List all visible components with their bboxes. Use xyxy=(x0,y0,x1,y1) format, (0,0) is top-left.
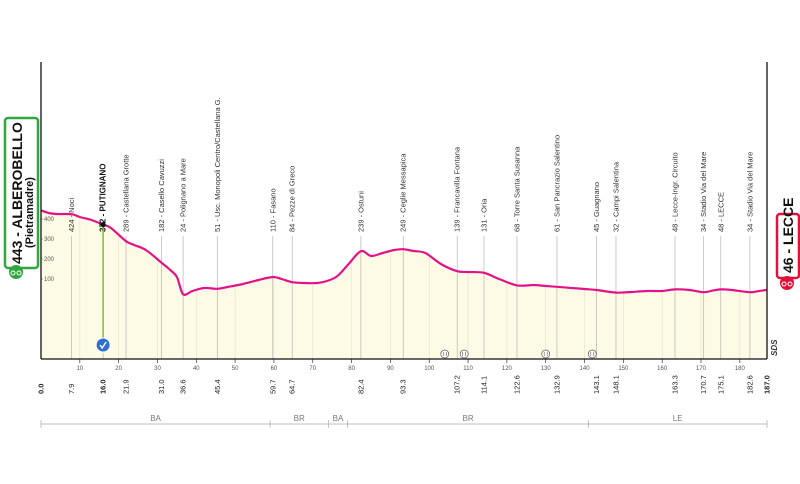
waypoint-label: 45 - Guagnano xyxy=(592,182,601,232)
km-waypoint-label: 59.7 xyxy=(268,379,277,394)
waypoint-label: 68 - Torre Santa Susanna xyxy=(513,146,522,232)
km-tick-label: 10 xyxy=(76,366,83,372)
km-waypoint-label: 170.7 xyxy=(699,375,708,394)
waypoint-label: 48 - Lecce-Ingr. Circuito xyxy=(671,152,680,232)
km-waypoint-label: 36.6 xyxy=(179,379,188,394)
km-waypoint-label: 45.4 xyxy=(213,379,222,394)
finish-icon xyxy=(780,276,794,290)
km-tick-label: 90 xyxy=(387,366,394,372)
km-tick-label: 70 xyxy=(309,366,316,372)
km-waypoint-label: 93.3 xyxy=(399,379,408,394)
province-label: LE xyxy=(673,414,683,423)
km-waypoint-label: 31.0 xyxy=(157,379,166,394)
km-waypoint-label: 143.1 xyxy=(592,375,601,394)
sprint-check xyxy=(99,341,107,350)
province-label: BR xyxy=(462,414,473,423)
km-tick-label: 100 xyxy=(424,366,435,372)
finish-label-box: 46 - LECCE xyxy=(775,198,800,280)
altitude-tick-label: 100 xyxy=(44,277,55,283)
waypoint-label: 34 - Stadio Via del Mare xyxy=(745,152,754,232)
km-waypoint-label: 163.3 xyxy=(671,375,680,394)
km-labels-layer: 0.0 7.9 16.0 21.9 31.0 36.6 45.4 59.7 64.7 82.4 93… xyxy=(37,375,772,394)
waypoint-label: 139 - Francavilla Fontana xyxy=(453,146,462,232)
waypoint-label: 249 - Ceglie Messapica xyxy=(399,153,408,232)
sprint-icon xyxy=(95,337,111,353)
km-tick-layer: 10 20 30 40 50 60 70 80 90 100 110 120 130 140 150 160 1… xyxy=(41,217,745,372)
profile-line-layer xyxy=(40,209,768,296)
province-label: BR xyxy=(294,414,305,423)
start-town-label: 443 - ALBEROBELLO xyxy=(9,122,25,264)
altitude-tick-label: 400 xyxy=(44,217,55,223)
axes-layer xyxy=(40,62,768,360)
province-layer: BA BR BA BR LE xyxy=(40,414,768,428)
waypoint-label: 372 - PUTIGNANO xyxy=(99,164,108,232)
km-tick-label: 110 xyxy=(463,366,473,372)
waypoint-label: 48 - LECCE xyxy=(716,192,725,232)
waypoint-label: 84 - Pezze di Greco xyxy=(288,166,297,232)
km-waypoint-label: 7.9 xyxy=(67,384,76,394)
km-tick-label: 50 xyxy=(232,366,239,372)
crossing-marker-icon xyxy=(440,349,450,359)
km-waypoint-label: 132.9 xyxy=(553,375,562,394)
km-tick-label: 40 xyxy=(193,366,200,372)
km-tick-label: 160 xyxy=(657,366,668,372)
crossing-marker-icon xyxy=(459,349,469,359)
km-waypoint-label: 107.2 xyxy=(453,375,462,394)
start-town-sublabel: (Pietramadre) xyxy=(24,177,36,248)
km-waypoint-label: 187.0 xyxy=(763,375,772,394)
altitude-tick-label: 200 xyxy=(44,257,55,263)
km-tick-label: 170 xyxy=(696,366,707,372)
start-label-box: 443 - ALBEROBELLO (Pietramadre) xyxy=(3,116,40,270)
waypoint-label: 51 - Usc. Monopoli Centro/Castellana G. xyxy=(213,97,222,232)
profile-line xyxy=(40,209,768,296)
finish-town-label: 46 - LECCE xyxy=(780,198,796,273)
waypoint-label: 239 - Ostuni xyxy=(356,191,365,232)
waypoint-label: 131 - Oria xyxy=(480,198,489,232)
waypoint-label: 32 - Campi Salentina xyxy=(612,161,621,232)
waypoint-label: 61 - San Pancrazio Salentino xyxy=(553,135,562,232)
profile-area xyxy=(41,210,767,359)
km-waypoint-label: 0.0 xyxy=(37,384,46,394)
waypoint-label: 110 - Fasano xyxy=(268,188,277,232)
km-waypoint-label: 175.1 xyxy=(716,375,725,394)
km-tick-label: 30 xyxy=(154,366,161,372)
sprint-point xyxy=(100,222,106,228)
km-waypoint-label: 122.6 xyxy=(513,375,522,394)
province-label: BA xyxy=(150,414,161,423)
waypoint-label: 24 - Polignano a Mare xyxy=(179,158,188,232)
km-waypoint-label: 182.6 xyxy=(745,375,754,394)
waypoint-labels-layer: 424 - Noci 372 - PUTIGNANO 289 - Castellan… xyxy=(67,97,754,359)
km-waypoint-label: 16.0 xyxy=(99,379,108,394)
km-waypoint-label: 148.1 xyxy=(612,375,621,394)
province-label: BA xyxy=(333,414,344,423)
waypoint-label: 424 - Noci xyxy=(67,197,76,232)
brand-logo: SDS xyxy=(770,339,779,356)
waypoint-label: 182 - Casello Cavuzzi xyxy=(157,159,166,232)
waypoint-label: 34 - Stadio Via del Mare xyxy=(699,152,708,232)
profile-fill-layer xyxy=(41,210,767,359)
km-waypoint-label: 64.7 xyxy=(288,379,297,394)
waypoint-label: 289 - Castellana Grotte xyxy=(122,154,131,232)
km-tick-label: 60 xyxy=(271,366,278,372)
km-tick-label: 130 xyxy=(541,366,552,372)
km-waypoint-label: 114.1 xyxy=(480,376,489,394)
km-tick-label: 140 xyxy=(580,366,591,372)
km-tick-label: 120 xyxy=(502,366,513,372)
km-waypoint-label: 21.9 xyxy=(122,379,131,394)
km-tick-label: 80 xyxy=(348,366,355,372)
crossing-marker-icon xyxy=(587,349,597,359)
altitude-tick-label: 300 xyxy=(44,237,55,243)
start-icon xyxy=(9,265,23,279)
crossing-marker-icon xyxy=(541,349,551,359)
km-tick-label: 180 xyxy=(735,366,746,372)
km-tick-label: 20 xyxy=(115,366,122,372)
km-waypoint-label: 82.4 xyxy=(356,379,365,394)
km-tick-label: 150 xyxy=(618,366,629,372)
